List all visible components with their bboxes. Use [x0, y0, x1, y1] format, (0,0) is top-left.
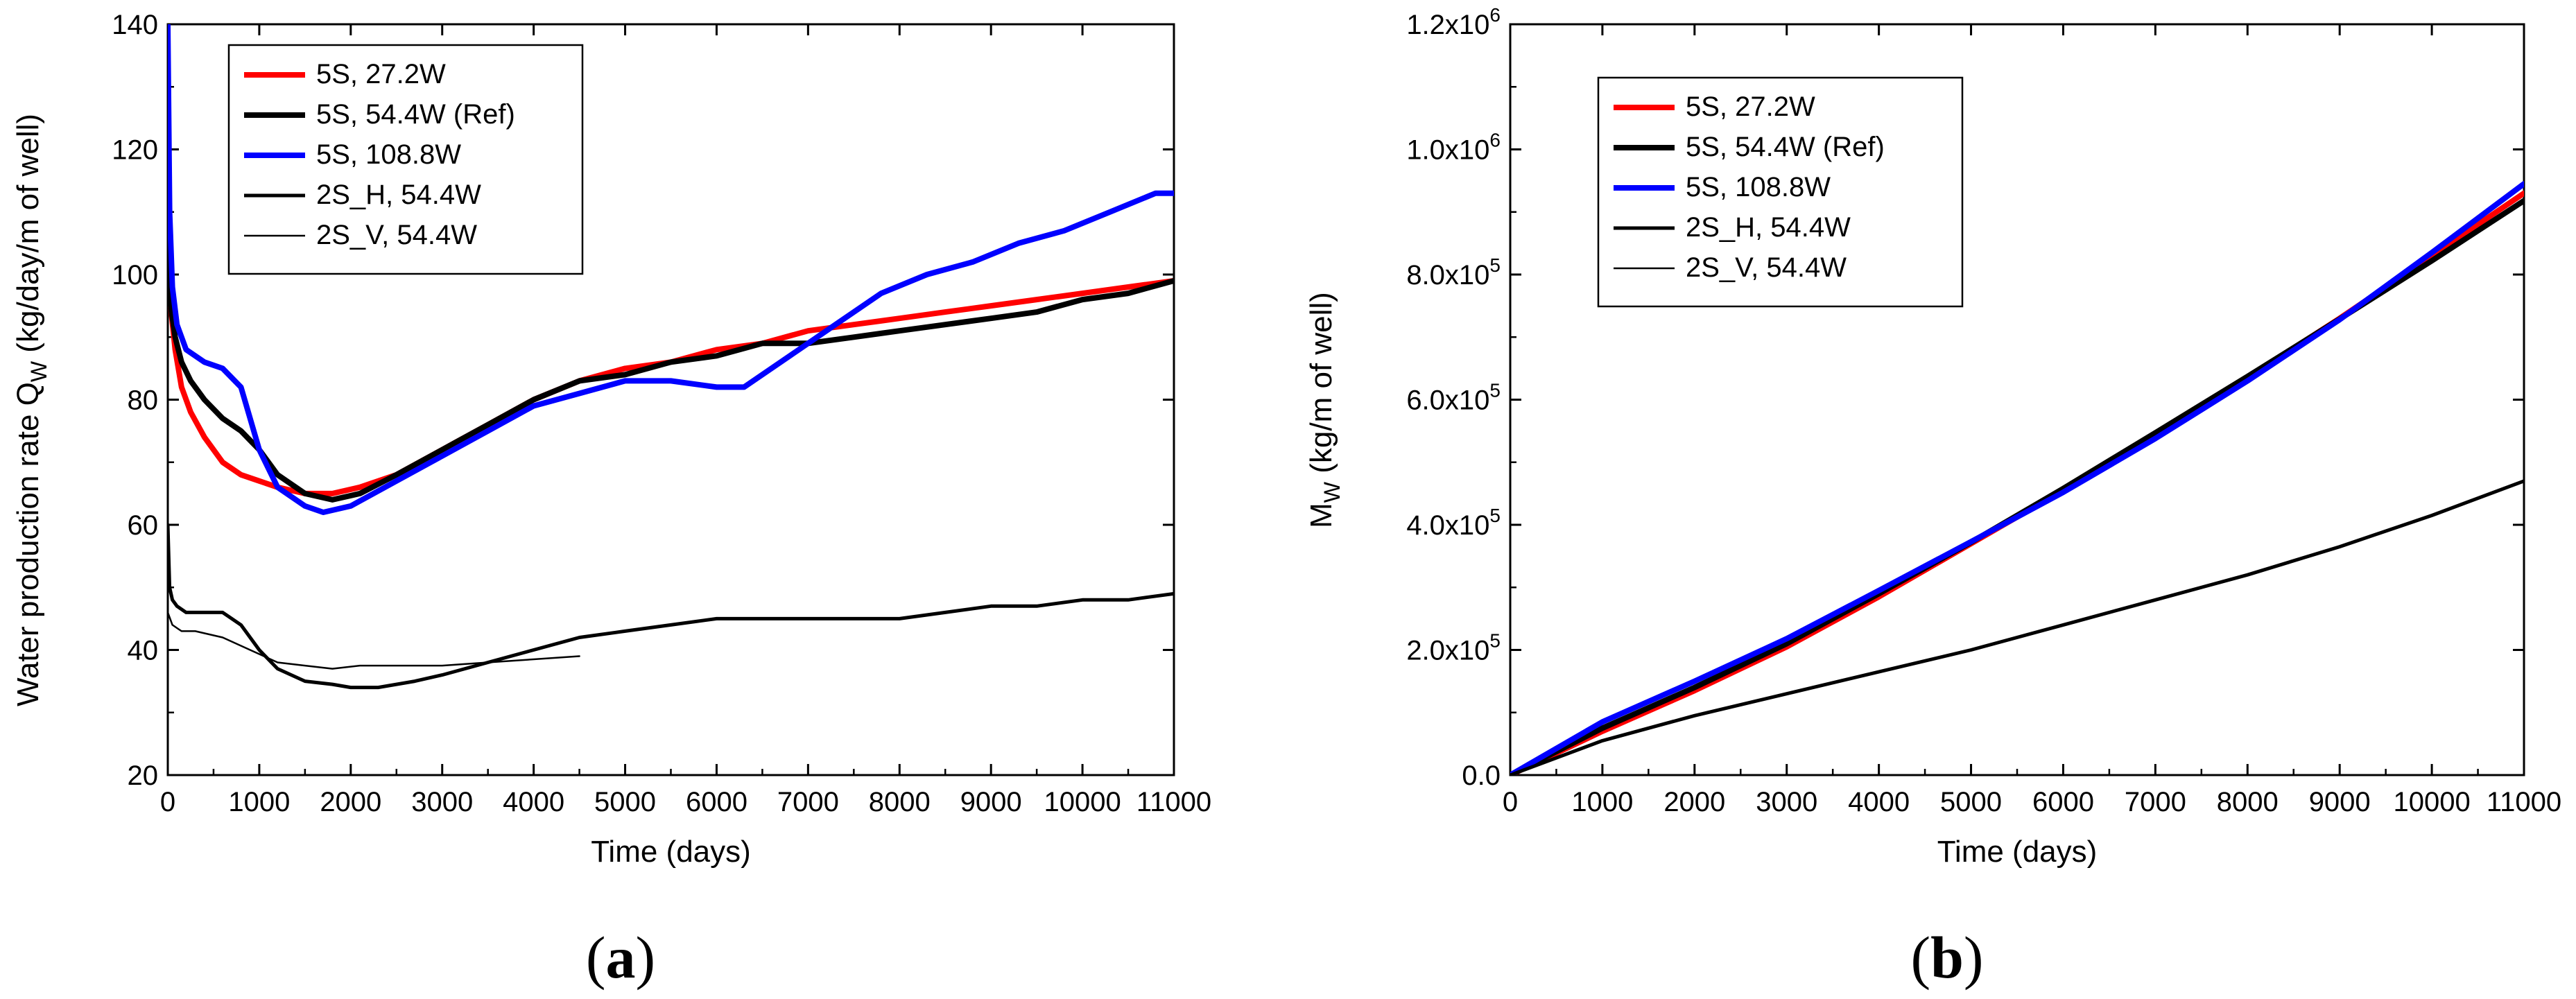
x-tick-label: 1000 [228, 787, 290, 817]
legend-label: 5S, 54.4W (Ref) [1686, 132, 1885, 162]
y-tick-label: 140 [112, 10, 158, 40]
x-tick-label: 0 [160, 787, 175, 817]
legend-label: 5S, 108.8W [1686, 172, 1831, 202]
x-axis-title: Time (days) [1937, 835, 2098, 869]
y-tick-label: 60 [128, 510, 159, 541]
x-tick-label: 11000 [1136, 787, 1211, 817]
y-tick-label: 1.0x106 [1406, 130, 1501, 166]
x-tick-label: 7000 [777, 787, 839, 817]
y-tick-label: 4.0x105 [1406, 505, 1501, 541]
x-tick-label: 9000 [2309, 787, 2371, 817]
x-tick-label: 4000 [503, 787, 564, 817]
x-tick-label: 8000 [869, 787, 931, 817]
y-tick-label: 8.0x105 [1406, 254, 1501, 290]
x-axis-title: Time (days) [591, 835, 751, 869]
x-tick-label: 11000 [2487, 787, 2561, 817]
x-tick-label: 7000 [2125, 787, 2186, 817]
x-tick-label: 10000 [2393, 787, 2470, 817]
panel-label: (a) [586, 924, 655, 991]
x-tick-label: 9000 [960, 787, 1022, 817]
legend-label: 2S_V, 54.4W [316, 220, 477, 250]
series-line-4 [168, 523, 1174, 690]
x-tick-label: 5000 [1940, 787, 2002, 817]
series-line-4 [1510, 479, 2524, 775]
x-tick-label: 5000 [594, 787, 656, 817]
series-line-3 [1510, 181, 2524, 775]
legend-label: 2S_V, 54.4W [1686, 252, 1847, 283]
chart-panel-a: 0 1000 2000 3000 4000 5000 6000 7000 8000 9000 100… [11, 10, 1211, 991]
legend-label: 5S, 27.2W [1686, 92, 1815, 122]
y-tick-label: 0.0 [1462, 761, 1501, 791]
y-tick-label: 100 [112, 260, 158, 290]
y-tick-label: 120 [112, 135, 158, 166]
series-line-3 [168, 24, 1174, 515]
y-tick-label: 6.0x105 [1406, 380, 1501, 416]
legend-label: 5S, 108.8W [316, 139, 461, 170]
x-tick-label: 8000 [2217, 787, 2279, 817]
y-tick-label: 20 [128, 761, 159, 791]
x-tick-label: 3000 [411, 787, 473, 817]
x-tick-label: 2000 [320, 787, 381, 817]
series-line-2 [168, 240, 1174, 503]
series-line-1 [168, 272, 1174, 496]
chart-panel-b: 0 1000 2000 3000 4000 5000 6000 7000 8000 9000 100… [1304, 4, 2561, 991]
y-tick-label: 80 [128, 385, 159, 416]
legend-label: 2S_H, 54.4W [1686, 212, 1851, 243]
x-tick-label: 2000 [1663, 787, 1725, 817]
x-tick-label: 4000 [1848, 787, 1910, 817]
series-line-5 [168, 611, 580, 670]
y-axis-title: MW (kg/m of well) [1304, 292, 1345, 528]
y-tick-label: 2.0x105 [1406, 630, 1501, 666]
legend-label: 5S, 27.2W [316, 59, 446, 89]
x-tick-label: 3000 [1756, 787, 1817, 817]
x-tick-label: 6000 [2032, 787, 2094, 817]
y-axis-title: Water production rate QW (kg/day/m of we… [11, 114, 51, 706]
x-tick-label: 1000 [1571, 787, 1633, 817]
legend-label: 5S, 54.4W (Ref) [316, 99, 515, 130]
panel-label: (b) [1910, 924, 1983, 991]
x-tick-label: 10000 [1044, 787, 1121, 817]
legend-label: 2S_H, 54.4W [316, 180, 481, 210]
y-tick-label: 40 [128, 636, 159, 666]
x-tick-label: 0 [1503, 787, 1518, 817]
y-tick-label: 1.2x106 [1406, 4, 1501, 40]
x-tick-label: 6000 [686, 787, 747, 817]
